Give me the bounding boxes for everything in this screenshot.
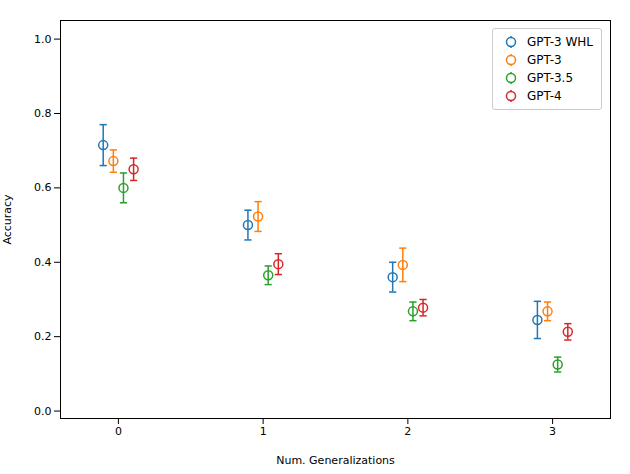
svg-text:1.0: 1.0 xyxy=(34,33,52,46)
svg-text:0.4: 0.4 xyxy=(34,256,52,269)
svg-text:0.6: 0.6 xyxy=(34,181,52,194)
svg-text:2: 2 xyxy=(404,425,411,438)
svg-text:Accuracy: Accuracy xyxy=(1,194,14,245)
html-text:GPT-3.5: GPT-3.5 xyxy=(526,71,574,85)
svg-text:Num. Generalizations: Num. Generalizations xyxy=(276,454,395,467)
svg-text:3: 3 xyxy=(549,425,556,438)
svg-text:1: 1 xyxy=(260,425,267,438)
html-text:GPT-3 WHL: GPT-3 WHL xyxy=(526,35,593,49)
svg-text:0: 0 xyxy=(115,425,122,438)
svg-text:0.0: 0.0 xyxy=(34,405,52,418)
svg-text:0.2: 0.2 xyxy=(34,330,52,343)
svg-text:0.8: 0.8 xyxy=(34,107,52,120)
html-text:GPT-4: GPT-4 xyxy=(526,89,562,103)
html-text:GPT-3: GPT-3 xyxy=(526,53,562,67)
